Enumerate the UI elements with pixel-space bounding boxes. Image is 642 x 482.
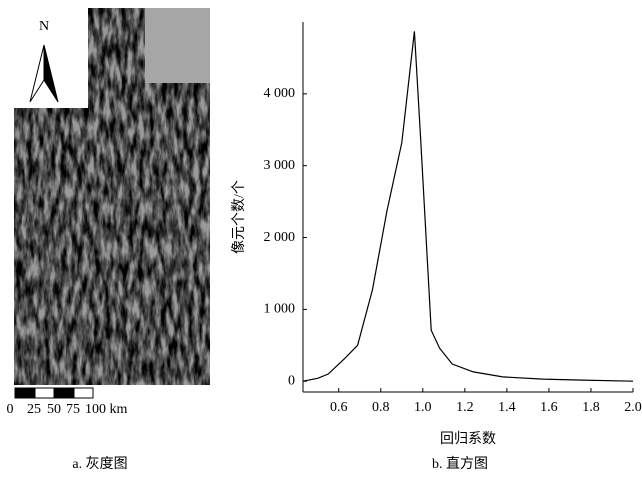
scale-label: 75: [66, 402, 80, 417]
scale-label: 25: [27, 402, 41, 417]
histogram-chart: 0 1 000 2 000 3 000 4 000 0.6 0.8 1.0 1.2 1.4 1.6 1…: [231, 22, 642, 472]
scale-label: 0: [7, 402, 14, 417]
y-tick-label: 0: [288, 373, 295, 388]
x-tick-label: 1.4: [498, 400, 516, 415]
north-label: N: [39, 19, 49, 34]
scale-label: 50: [47, 402, 61, 417]
y-axis-title: 像元个数/个: [231, 180, 247, 254]
grayscale-image: N: [14, 8, 210, 385]
histogram-line: [302, 31, 634, 382]
x-tick-label: 1.2: [456, 400, 474, 415]
x-tick-label: 1.6: [540, 400, 558, 415]
scale-label: 100 km: [85, 402, 128, 417]
x-tick-label: 0.6: [330, 400, 348, 415]
x-tick-label: 2.0: [624, 400, 642, 415]
y-tick-label: 3 000: [264, 158, 296, 173]
y-tick-label: 4 000: [264, 86, 296, 101]
y-tick-label: 2 000: [264, 230, 296, 245]
caption: b. 直方图: [432, 455, 488, 472]
x-tick-label: 1.0: [414, 400, 432, 415]
x-tick-label: 0.8: [372, 400, 390, 415]
x-axis-title: 回归系数: [440, 430, 496, 447]
x-tick-label: 1.8: [582, 400, 600, 415]
north-box: [14, 8, 88, 108]
scale-bar: 0 25 50 75 100 km: [7, 387, 128, 417]
caption: a. 灰度图: [72, 456, 127, 472]
y-tick-label: 1 000: [264, 302, 296, 317]
